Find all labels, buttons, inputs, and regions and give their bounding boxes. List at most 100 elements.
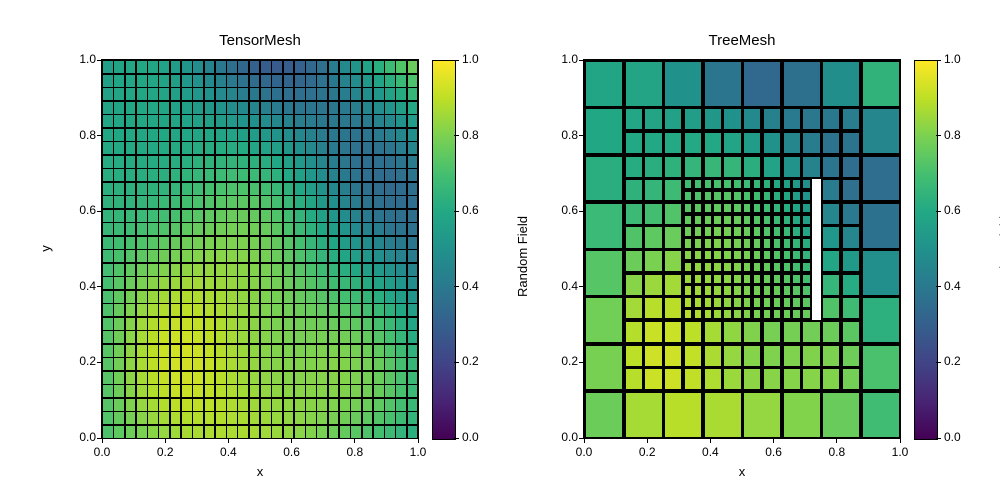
mesh-cell	[791, 308, 801, 320]
mesh-cell	[226, 101, 238, 115]
mesh-cell	[407, 384, 419, 398]
mesh-cell	[136, 114, 148, 128]
mesh-cell	[181, 425, 193, 439]
mesh-cell	[316, 290, 328, 304]
ytick-label: 1.0	[68, 52, 96, 66]
mesh-cell	[192, 114, 204, 128]
mesh-cell	[772, 190, 782, 202]
xtick-label: 0.0	[88, 445, 116, 459]
mesh-cell	[204, 87, 216, 101]
mesh-cell	[215, 209, 227, 223]
mesh-cell	[305, 195, 317, 209]
mesh-cell	[683, 237, 693, 249]
mesh-cell	[158, 425, 170, 439]
mesh-cell	[204, 425, 216, 439]
mesh-cell	[350, 60, 362, 74]
mesh-cell	[712, 225, 722, 237]
mesh-cell	[395, 168, 407, 182]
mesh-cell	[271, 344, 283, 358]
mesh-cell	[683, 367, 703, 391]
mesh-cell	[384, 101, 396, 115]
ytick-mark	[579, 362, 584, 363]
mesh-cell	[722, 367, 742, 391]
mesh-cell	[102, 87, 114, 101]
ytick-mark	[579, 60, 584, 61]
mesh-cell	[305, 182, 317, 196]
mesh-cell	[373, 74, 385, 88]
mesh-cell	[147, 330, 159, 344]
mesh-cell	[102, 114, 114, 128]
mesh-cell	[204, 303, 216, 317]
mesh-cell	[663, 60, 703, 108]
mesh-cell	[305, 398, 317, 412]
mesh-cell	[841, 344, 861, 368]
mesh-cell	[271, 236, 283, 250]
cbar-tick-mark	[936, 135, 941, 136]
mesh-cell	[395, 371, 407, 385]
mesh-cell	[624, 131, 644, 155]
mesh-cell	[624, 178, 644, 202]
mesh-cell	[136, 290, 148, 304]
mesh-cell	[722, 284, 732, 296]
mesh-cell	[192, 276, 204, 290]
mesh-cell	[316, 249, 328, 263]
mesh-cell	[384, 168, 396, 182]
mesh-cell	[362, 276, 374, 290]
mesh-cell	[181, 128, 193, 142]
mesh-cell	[204, 182, 216, 196]
xtick-label: 0.4	[696, 445, 724, 459]
mesh-cell	[147, 357, 159, 371]
mesh-cell	[147, 60, 159, 74]
mesh-cell	[373, 209, 385, 223]
mesh-cell	[643, 367, 663, 391]
mesh-cell	[271, 317, 283, 331]
mesh-cell	[271, 222, 283, 236]
mesh-cell	[136, 87, 148, 101]
mesh-cell	[841, 155, 861, 179]
mesh-cell	[170, 222, 182, 236]
mesh-cell	[328, 411, 340, 425]
mesh-cell	[181, 182, 193, 196]
mesh-cell	[624, 155, 644, 179]
mesh-cell	[339, 60, 351, 74]
mesh-cell	[113, 128, 125, 142]
mesh-cell	[215, 222, 227, 236]
mesh-cell	[712, 249, 722, 261]
mesh-cell	[271, 357, 283, 371]
mesh-cell	[350, 128, 362, 142]
mesh-cell	[407, 222, 419, 236]
mesh-cell	[742, 131, 762, 155]
mesh-cell	[693, 178, 703, 190]
mesh-cell	[136, 155, 148, 169]
cbar-tick-label: 0.6	[462, 203, 479, 217]
mesh-cell	[147, 74, 159, 88]
mesh-cell	[791, 190, 801, 202]
mesh-cell	[170, 195, 182, 209]
mesh-cell	[663, 249, 683, 273]
mesh-cell	[624, 367, 644, 391]
mesh-cell	[841, 273, 861, 297]
mesh-cell	[215, 236, 227, 250]
mesh-cell	[752, 296, 762, 308]
mesh-cell	[226, 357, 238, 371]
mesh-cell	[732, 308, 742, 320]
xtick-label: 0.0	[570, 445, 598, 459]
ytick-label: 0.8	[550, 128, 578, 142]
mesh-cell	[113, 155, 125, 169]
mesh-cell	[305, 60, 317, 74]
mesh-cell	[339, 384, 351, 398]
mesh-cell	[226, 317, 238, 331]
mesh-cell	[294, 317, 306, 331]
cbar-tick-label: 0.2	[944, 354, 961, 368]
mesh-cell	[158, 317, 170, 331]
mesh-cell	[215, 344, 227, 358]
ytick-label: 1.0	[550, 52, 578, 66]
mesh-cell	[384, 128, 396, 142]
mesh-cell	[722, 308, 732, 320]
mesh-cell	[249, 384, 261, 398]
mesh-cell	[407, 249, 419, 263]
mesh-cell	[362, 290, 374, 304]
mesh-cell	[249, 195, 261, 209]
mesh-cell	[407, 276, 419, 290]
mesh-cell	[643, 202, 663, 226]
